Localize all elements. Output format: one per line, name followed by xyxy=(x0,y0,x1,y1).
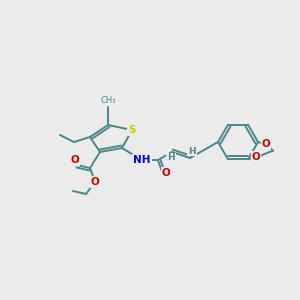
Text: O: O xyxy=(262,139,270,149)
Text: H: H xyxy=(167,154,175,163)
Text: CH₃: CH₃ xyxy=(100,96,116,105)
Text: O: O xyxy=(252,152,260,162)
Text: S: S xyxy=(128,125,136,135)
Text: O: O xyxy=(91,177,99,187)
Text: O: O xyxy=(70,155,80,165)
Text: O: O xyxy=(162,168,170,178)
Text: NH: NH xyxy=(133,155,151,165)
Text: H: H xyxy=(188,146,196,155)
